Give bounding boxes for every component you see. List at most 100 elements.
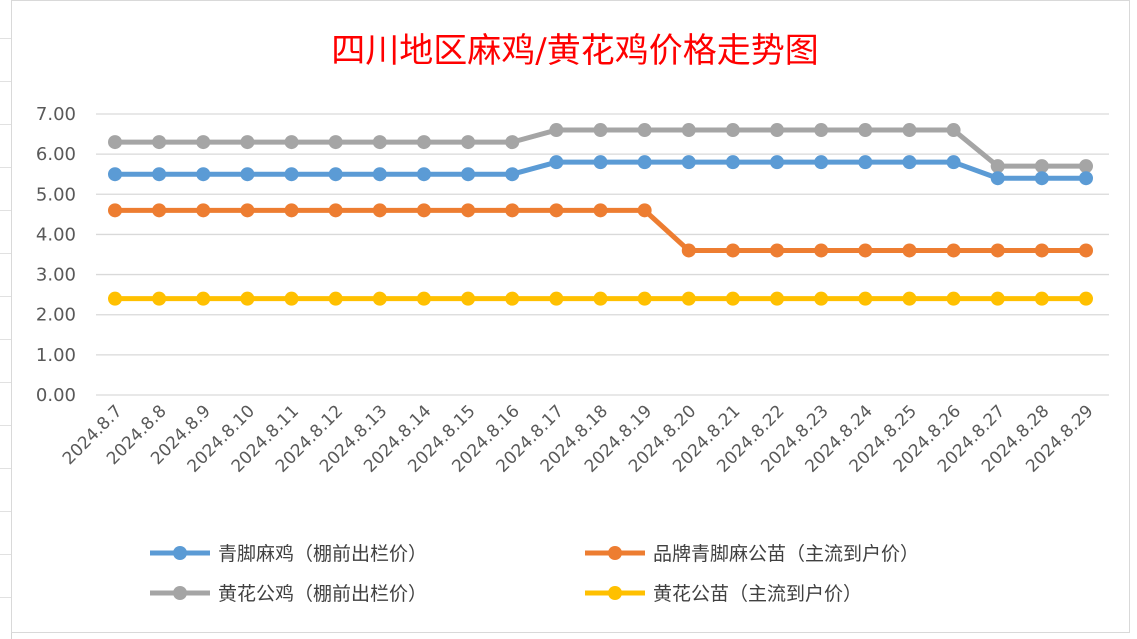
y-tick-label: 4.00 — [36, 224, 76, 245]
data-point — [372, 291, 387, 306]
legend-item: 黄花公苗（主流到户价） — [585, 583, 862, 605]
data-point — [152, 203, 167, 218]
data-point — [196, 203, 211, 218]
cell-gridline — [0, 339, 11, 340]
data-point — [1034, 171, 1049, 186]
data-point — [725, 123, 740, 138]
data-point — [328, 167, 343, 182]
data-point — [1034, 291, 1049, 306]
data-point — [637, 123, 652, 138]
data-point — [549, 203, 564, 218]
series-2 — [108, 123, 1093, 174]
legend-item: 青脚麻鸡（棚前出栏价） — [150, 543, 427, 565]
data-point — [372, 135, 387, 150]
chart-border — [11, 0, 1130, 633]
series-1 — [108, 203, 1093, 258]
data-point — [416, 167, 431, 182]
chart-area: 四川地区麻鸡/黄花鸡价格走势图 0.00 1.00 2.00 3.00 4.00 5.00… — [11, 0, 1130, 633]
data-point — [770, 155, 785, 170]
data-point — [549, 291, 564, 306]
data-point — [946, 291, 961, 306]
data-point — [770, 123, 785, 138]
data-point — [1034, 243, 1049, 258]
data-point — [240, 167, 255, 182]
data-point — [681, 155, 696, 170]
data-point — [152, 167, 167, 182]
data-point — [858, 291, 873, 306]
data-point — [858, 155, 873, 170]
data-point — [505, 135, 520, 150]
y-tick-label: 2.00 — [36, 305, 76, 326]
data-point — [196, 167, 211, 182]
data-point — [461, 203, 476, 218]
legend-marker — [173, 546, 187, 560]
legend-label: 青脚麻鸡（棚前出栏价） — [218, 543, 427, 565]
data-point — [372, 203, 387, 218]
legend-item: 品牌青脚麻公苗（主流到户价） — [585, 543, 919, 565]
data-point — [814, 291, 829, 306]
data-point — [505, 291, 520, 306]
legend-marker — [173, 586, 187, 600]
y-tick-label: 7.00 — [36, 104, 76, 125]
data-point — [196, 135, 211, 150]
legend-label: 黄花公苗（主流到户价） — [653, 583, 862, 605]
cell-gridline — [0, 597, 11, 598]
data-point — [416, 203, 431, 218]
data-point — [328, 291, 343, 306]
data-point — [725, 291, 740, 306]
data-point — [108, 135, 122, 150]
data-point — [858, 243, 873, 258]
data-point — [946, 123, 961, 138]
data-point — [593, 123, 608, 138]
data-point — [196, 291, 211, 306]
data-point — [1079, 243, 1093, 258]
data-point — [416, 291, 431, 306]
data-point — [681, 243, 696, 258]
data-point — [152, 291, 167, 306]
data-point — [240, 203, 255, 218]
data-point — [108, 167, 122, 182]
chart-title: 四川地区麻鸡/黄花鸡价格走势图 — [331, 31, 818, 71]
data-point — [549, 123, 564, 138]
data-point — [814, 123, 829, 138]
data-point — [902, 123, 917, 138]
data-point — [725, 155, 740, 170]
data-point — [284, 167, 299, 182]
data-point — [461, 291, 476, 306]
y-tick-label: 5.00 — [36, 184, 76, 205]
data-point — [725, 243, 740, 258]
data-point — [152, 135, 167, 150]
data-point — [1079, 159, 1093, 174]
data-point — [637, 291, 652, 306]
data-point — [770, 243, 785, 258]
data-point — [372, 167, 387, 182]
cell-gridline — [0, 511, 11, 512]
legend-label: 黄花公鸡（棚前出栏价） — [218, 583, 427, 605]
data-point — [593, 291, 608, 306]
cell-gridline — [0, 81, 11, 82]
series-0 — [108, 155, 1093, 186]
data-point — [505, 167, 520, 182]
cell-gridline — [0, 382, 11, 383]
series-3 — [108, 291, 1093, 306]
data-point — [990, 159, 1005, 174]
data-point — [328, 203, 343, 218]
data-point — [240, 291, 255, 306]
data-point — [902, 291, 917, 306]
data-point — [902, 155, 917, 170]
data-point — [681, 123, 696, 138]
data-point — [1034, 159, 1049, 174]
data-point — [681, 291, 696, 306]
cell-gridline — [0, 167, 11, 168]
data-point — [946, 243, 961, 258]
y-tick-label: 3.00 — [36, 265, 76, 286]
cell-gridline — [0, 425, 11, 426]
cell-gridline — [0, 296, 11, 297]
y-tick-label: 6.00 — [36, 144, 76, 165]
data-point — [461, 135, 476, 150]
data-point — [637, 203, 652, 218]
y-tick-label: 1.00 — [36, 345, 76, 366]
legend-item: 黄花公鸡（棚前出栏价） — [150, 583, 427, 605]
data-point — [1079, 291, 1093, 306]
data-point — [593, 203, 608, 218]
